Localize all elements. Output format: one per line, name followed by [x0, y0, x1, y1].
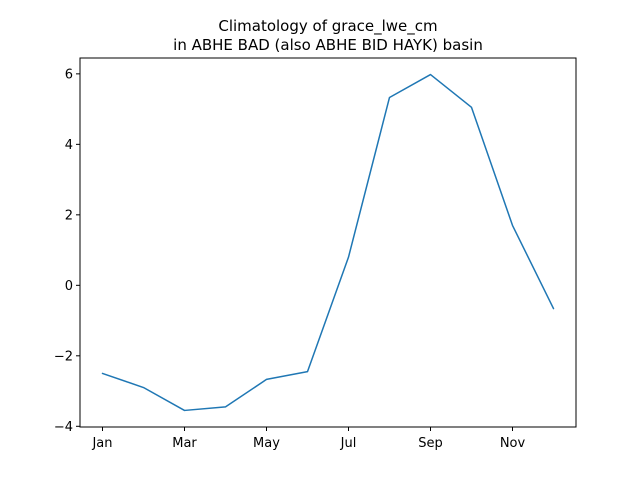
y-tick-label: 0 [65, 279, 73, 294]
y-tick-label: −4 [54, 420, 73, 435]
series-line-0 [101, 73, 555, 412]
plot-area [101, 73, 555, 412]
plot-frame [79, 57, 577, 428]
x-tick-label: Mar [172, 436, 197, 451]
y-tick-label: 4 [65, 138, 73, 153]
y-tick-label: 2 [65, 208, 73, 223]
y-tick-label: 6 [65, 67, 73, 82]
chart-title-line1: Climatology of grace_lwe_cm [218, 17, 437, 36]
axes: −4 −2 0 2 4 6 Jan Mar May Jul Sep Nov [54, 67, 526, 451]
chart-title-line2: in ABHE BAD (also ABHE BID HAYK) basin [173, 36, 483, 54]
x-tick-label: Nov [500, 436, 526, 451]
y-tick-label: −2 [54, 349, 73, 364]
x-tick-label: May [253, 436, 280, 451]
x-tick-label: Jan [91, 436, 112, 451]
x-tick-label: Jul [340, 436, 357, 451]
x-tick-label: Sep [418, 436, 443, 451]
